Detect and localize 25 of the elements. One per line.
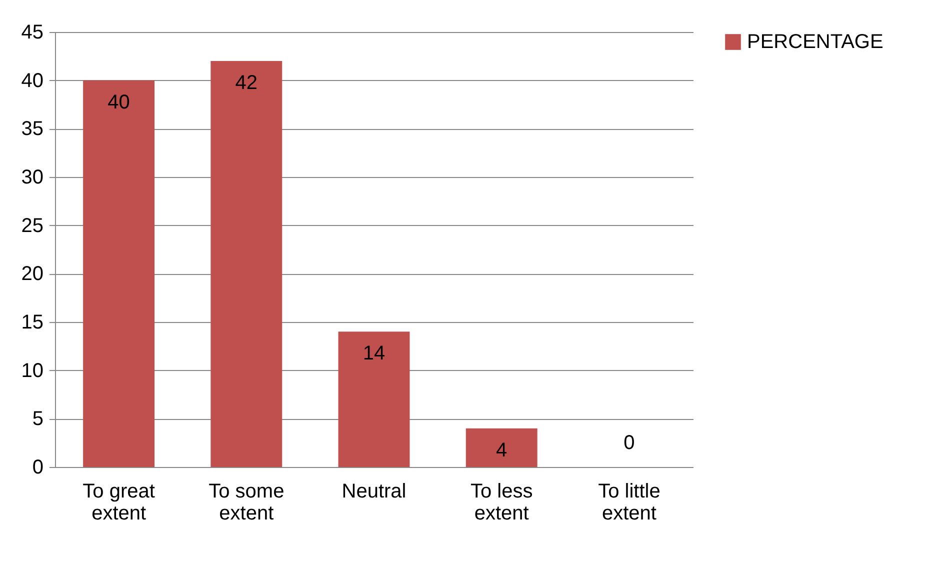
y-tick-label: 15 xyxy=(21,312,44,334)
x-tick-label: To little extent xyxy=(598,480,660,524)
data-label: 40 xyxy=(108,91,130,114)
y-tick-label: 40 xyxy=(21,70,44,92)
y-tick-label: 45 xyxy=(21,22,44,44)
x-tick-label: To less extent xyxy=(470,480,533,524)
data-label: 0 xyxy=(624,432,635,454)
y-tick-label: 25 xyxy=(21,214,44,237)
data-label: 4 xyxy=(496,439,508,462)
data-label: 14 xyxy=(362,342,386,365)
y-tick-label: 30 xyxy=(21,166,44,188)
bar xyxy=(338,332,410,467)
legend-label: PERCENTAGE xyxy=(747,31,884,53)
y-tick-label: 20 xyxy=(21,263,44,286)
y-tick-label: 35 xyxy=(21,118,44,140)
y-tick-label: 10 xyxy=(21,360,44,382)
y-tick-label: 0 xyxy=(32,456,44,478)
bar xyxy=(210,61,282,467)
y-tick-label: 5 xyxy=(32,408,44,430)
x-tick-label: To some extent xyxy=(208,480,284,524)
bar xyxy=(83,80,155,467)
x-tick-label: Neutral xyxy=(342,480,406,502)
bar xyxy=(466,428,538,467)
x-tick-label: To great extent xyxy=(82,480,156,524)
data-label: 42 xyxy=(235,72,258,94)
